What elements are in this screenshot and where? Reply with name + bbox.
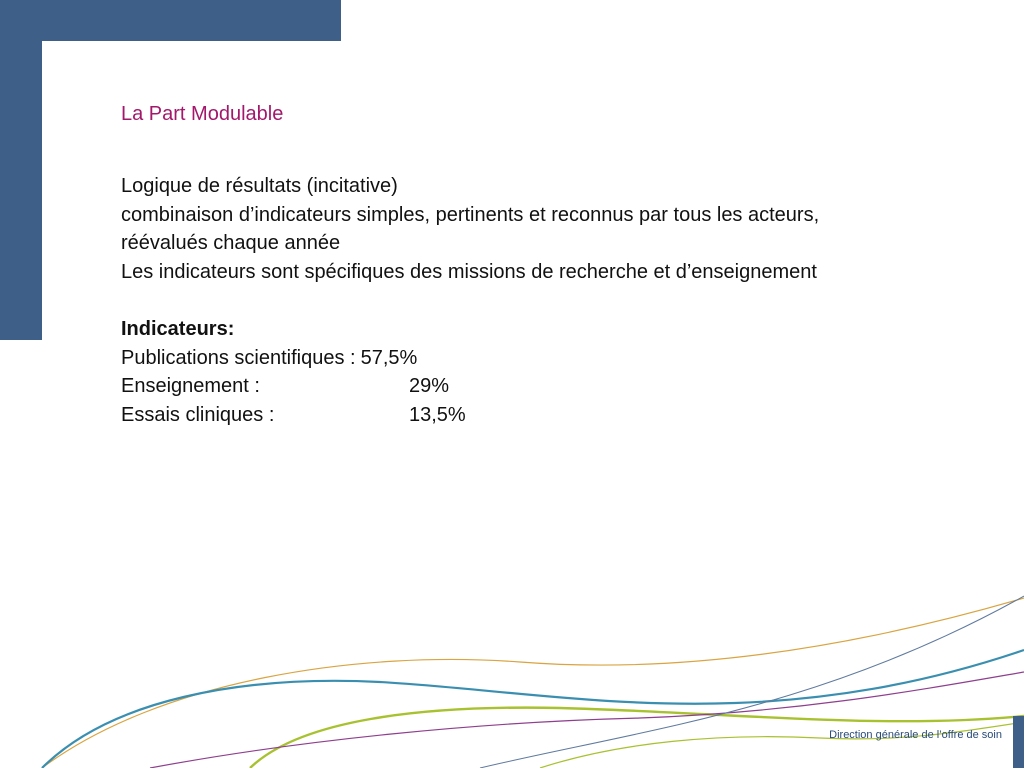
curve-teal <box>41 648 1024 768</box>
curve-gold <box>41 597 1024 768</box>
spacer <box>121 286 1001 315</box>
indicators-heading: Indicateurs: <box>121 318 235 340</box>
indicator-label: Enseignement : <box>121 375 260 397</box>
indicator-row: Publications scientifiques : 57,5% <box>121 344 1001 373</box>
blue-top-block <box>0 0 341 41</box>
blue-corner-block <box>1013 716 1024 768</box>
body-line: combinaison d’indicateurs simples, perti… <box>121 203 820 226</box>
slide-body: Logique de résultats (incitative) combin… <box>121 172 1001 429</box>
indicator-label: Publications scientifiques : <box>121 346 356 369</box>
body-line: Les indicateurs sont spécifiques des mis… <box>121 260 817 283</box>
indicator-value: 29% <box>409 375 450 397</box>
indicator-value: 13,5% <box>409 403 466 426</box>
curve-lime <box>249 706 1024 768</box>
curve-slate <box>479 595 1024 768</box>
blue-left-block <box>0 0 42 340</box>
indicator-row: Enseignement : 29% <box>121 372 1001 401</box>
curve-purple <box>149 671 1024 768</box>
footer-text: Direction générale de l’offre de soin <box>829 729 1002 741</box>
body-line: réévalués chaque année <box>121 232 341 254</box>
curve-lime-2 <box>539 721 1024 768</box>
slide-title: La Part Modulable <box>121 103 284 125</box>
indicator-value: 57,5% <box>360 346 418 369</box>
indicator-label: Essais cliniques : <box>121 403 275 426</box>
indicator-row: Essais cliniques : 13,5% <box>121 401 1001 430</box>
body-line: Logique de résultats (incitative) <box>121 175 398 197</box>
